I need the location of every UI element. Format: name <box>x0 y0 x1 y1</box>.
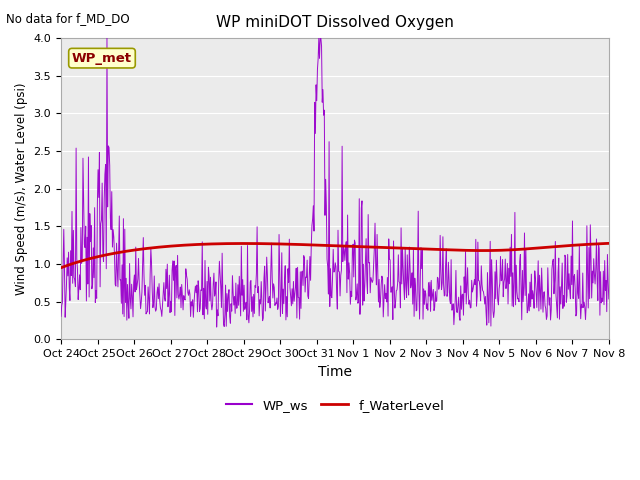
Text: No data for f_MD_DO: No data for f_MD_DO <box>6 12 130 25</box>
Text: WP_met: WP_met <box>72 52 132 65</box>
Title: WP miniDOT Dissolved Oxygen: WP miniDOT Dissolved Oxygen <box>216 15 454 30</box>
X-axis label: Time: Time <box>318 365 352 379</box>
Y-axis label: Wind Speed (m/s), Water Level (psi): Wind Speed (m/s), Water Level (psi) <box>15 83 28 295</box>
Legend: WP_ws, f_WaterLevel: WP_ws, f_WaterLevel <box>220 394 449 417</box>
